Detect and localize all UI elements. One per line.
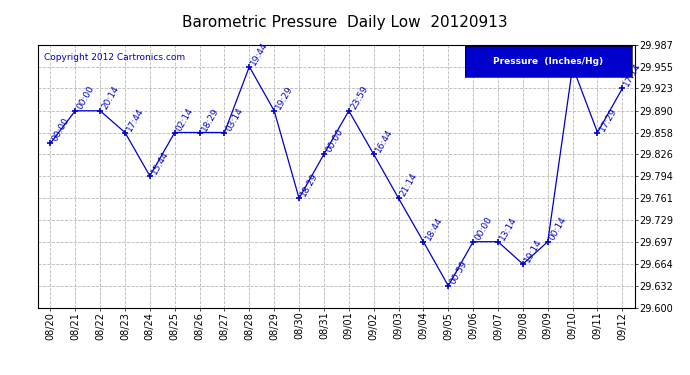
Text: 03:14: 03:14	[224, 106, 245, 132]
Text: 18:29: 18:29	[299, 171, 319, 198]
Text: 21:14: 21:14	[399, 172, 419, 198]
Text: 16:44: 16:44	[374, 128, 394, 154]
Text: 23:59: 23:59	[349, 84, 369, 111]
Text: 00:00: 00:00	[473, 215, 494, 242]
Text: 22:: 22:	[573, 50, 587, 67]
Text: 19:44: 19:44	[249, 40, 270, 67]
Text: 19:29: 19:29	[274, 84, 295, 111]
Text: 17:14: 17:14	[622, 62, 643, 88]
Text: 00:59: 00:59	[448, 259, 469, 286]
Text: Barometric Pressure  Daily Low  20120913: Barometric Pressure Daily Low 20120913	[182, 15, 508, 30]
Text: 17:29: 17:29	[598, 106, 618, 132]
Text: 00:14: 00:14	[548, 215, 569, 242]
Text: Copyright 2012 Cartronics.com: Copyright 2012 Cartronics.com	[44, 53, 185, 62]
Text: 20:14: 20:14	[100, 84, 121, 111]
Text: 13:14: 13:14	[498, 215, 519, 242]
Text: 00:00: 00:00	[324, 127, 345, 154]
Text: 00:00: 00:00	[75, 84, 96, 111]
Text: 17:44: 17:44	[125, 106, 146, 132]
Text: 00:00: 00:00	[50, 117, 71, 143]
Text: 15:44: 15:44	[150, 149, 170, 176]
Text: 02:14: 02:14	[175, 106, 195, 132]
Text: 19:14: 19:14	[523, 237, 544, 264]
Text: 18:44: 18:44	[424, 215, 444, 242]
Text: 18:29: 18:29	[199, 106, 220, 132]
